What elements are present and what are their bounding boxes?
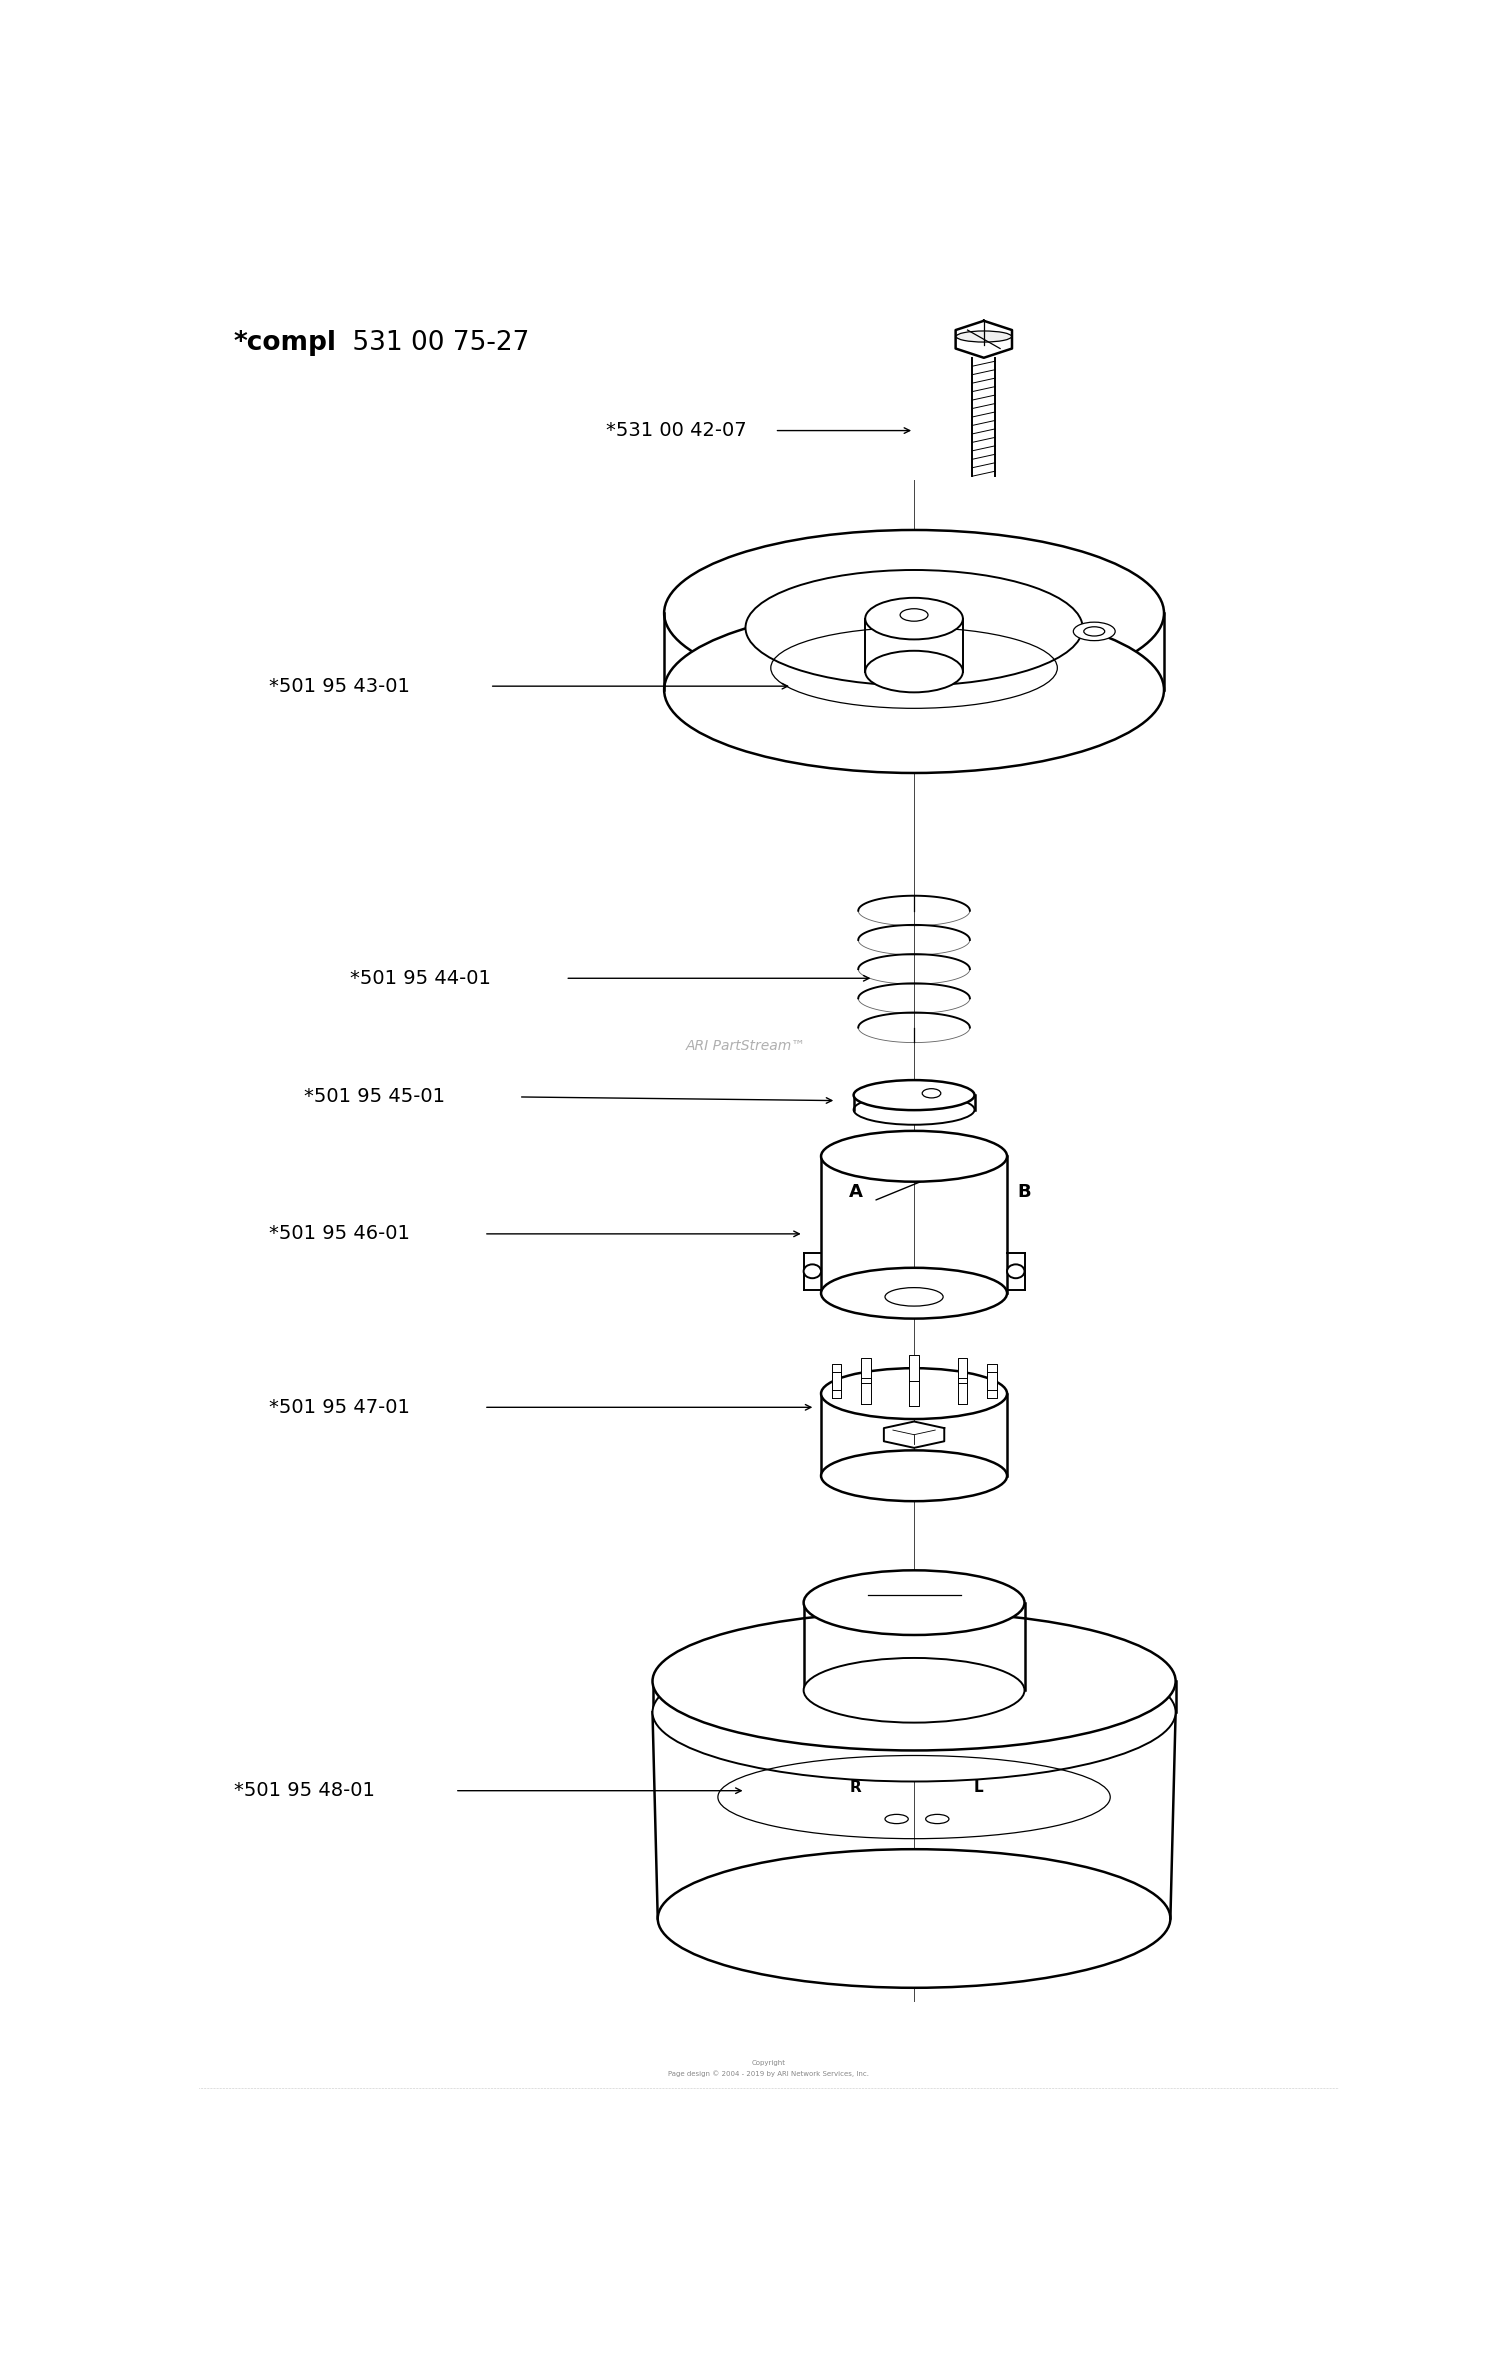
Polygon shape — [957, 1359, 968, 1382]
Ellipse shape — [821, 1131, 1007, 1181]
Polygon shape — [831, 1373, 842, 1397]
Ellipse shape — [804, 1264, 820, 1278]
Polygon shape — [987, 1363, 996, 1389]
Ellipse shape — [926, 1814, 950, 1823]
Ellipse shape — [804, 1657, 1024, 1724]
Text: *compl: *compl — [234, 330, 338, 356]
Text: *501 95 45-01: *501 95 45-01 — [303, 1088, 444, 1107]
Text: *501 95 43-01: *501 95 43-01 — [268, 676, 410, 695]
Text: B: B — [1017, 1183, 1032, 1200]
Text: 531 00 75-27: 531 00 75-27 — [345, 330, 530, 356]
Ellipse shape — [900, 609, 928, 621]
Text: R: R — [850, 1781, 862, 1795]
Polygon shape — [987, 1373, 996, 1397]
Ellipse shape — [865, 650, 963, 692]
Ellipse shape — [657, 1849, 1170, 1987]
Polygon shape — [909, 1380, 918, 1406]
Text: *501 95 47-01: *501 95 47-01 — [268, 1399, 410, 1418]
Text: L: L — [974, 1781, 982, 1795]
Polygon shape — [884, 1423, 945, 1449]
Ellipse shape — [664, 607, 1164, 773]
Ellipse shape — [1074, 621, 1114, 640]
Ellipse shape — [956, 332, 1011, 341]
Polygon shape — [909, 1356, 918, 1380]
Ellipse shape — [664, 531, 1164, 697]
Ellipse shape — [853, 1095, 975, 1124]
Polygon shape — [861, 1359, 870, 1382]
Text: ARI PartStream™: ARI PartStream™ — [686, 1038, 806, 1053]
Text: *501 95 46-01: *501 95 46-01 — [268, 1223, 410, 1242]
Text: *531 00 42-07: *531 00 42-07 — [606, 422, 747, 441]
Ellipse shape — [746, 569, 1083, 685]
Ellipse shape — [1007, 1264, 1025, 1278]
Polygon shape — [972, 358, 996, 477]
Ellipse shape — [885, 1814, 908, 1823]
Ellipse shape — [865, 597, 963, 640]
Polygon shape — [831, 1363, 842, 1389]
Text: A: A — [849, 1183, 862, 1200]
Ellipse shape — [804, 1570, 1024, 1636]
Ellipse shape — [652, 1612, 1176, 1750]
Text: *501 95 44-01: *501 95 44-01 — [350, 970, 490, 989]
Text: Copyright: Copyright — [752, 2060, 786, 2065]
Text: *501 95 48-01: *501 95 48-01 — [234, 1781, 375, 1800]
Polygon shape — [957, 1378, 968, 1404]
Ellipse shape — [885, 1287, 944, 1306]
Polygon shape — [861, 1378, 870, 1404]
Ellipse shape — [821, 1368, 1007, 1418]
Ellipse shape — [821, 1451, 1007, 1501]
Ellipse shape — [821, 1268, 1007, 1318]
Text: Page design © 2004 - 2019 by ARI Network Services, Inc.: Page design © 2004 - 2019 by ARI Network… — [669, 2070, 870, 2077]
Polygon shape — [956, 320, 1012, 358]
Ellipse shape — [853, 1081, 975, 1110]
Ellipse shape — [652, 1643, 1176, 1781]
